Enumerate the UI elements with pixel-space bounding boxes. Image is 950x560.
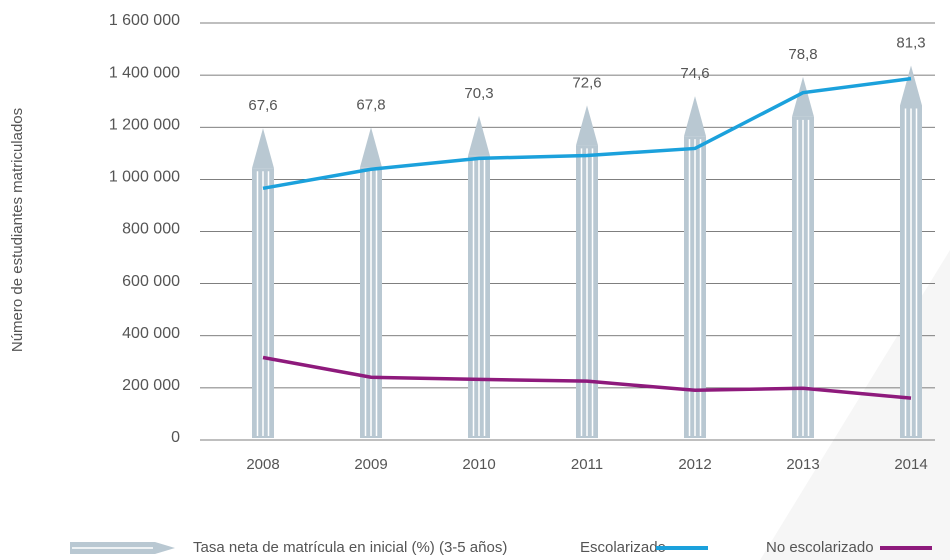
line-series (262, 355, 912, 400)
pencil-tip (900, 65, 922, 106)
legend-pencil-tip (155, 542, 175, 554)
x-tick-label: 2012 (678, 456, 711, 473)
value-label: 81,3 (896, 34, 925, 51)
legend-pencil (70, 542, 175, 554)
x-tick-label: 2009 (354, 456, 387, 473)
value-label: 72,6 (572, 74, 601, 91)
pencil-tip (468, 115, 490, 156)
y-tick-label: 1 200 000 (109, 116, 180, 133)
y-tick-label: 1 600 000 (109, 12, 180, 29)
y-tick-label: 1 000 000 (109, 169, 180, 186)
y-tick-label: 200 000 (122, 377, 180, 394)
value-label: 67,6 (248, 97, 277, 114)
pencil-tip (576, 105, 598, 146)
value-label: 70,3 (464, 85, 493, 102)
value-label: 74,6 (680, 65, 709, 82)
pencil-tip (360, 127, 382, 168)
value-label: 78,8 (788, 46, 817, 63)
x-tick-label: 2014 (894, 456, 927, 473)
value-label: 67,8 (356, 96, 385, 113)
legend-label: No escolarizado (766, 539, 874, 556)
y-tick-label: 400 000 (122, 325, 180, 342)
pencil-bar (252, 128, 274, 438)
pencil-bar (684, 96, 706, 438)
x-tick-label: 2011 (571, 456, 603, 473)
pencil-bar (792, 76, 814, 439)
y-tick-label: 800 000 (122, 221, 180, 238)
pencil-bar (360, 127, 382, 439)
y-tick-label: 1 400 000 (109, 64, 180, 81)
y-axis-label: Número de estudiantes matriculados (9, 108, 26, 352)
pencil-bar (900, 65, 922, 438)
pencil-bar (468, 115, 490, 438)
pencil-bar (576, 105, 598, 439)
x-tick-label: 2008 (246, 456, 279, 473)
legend-label: Tasa neta de matrícula en inicial (%) (3… (193, 539, 507, 556)
y-tick-label: 600 000 (122, 273, 180, 290)
line-series (262, 76, 912, 191)
legend-label: Escolarizado (580, 539, 666, 556)
pencil-tip (252, 128, 274, 169)
x-tick-label: 2010 (462, 456, 495, 473)
x-tick-label: 2013 (786, 456, 819, 473)
pencil-tip (684, 96, 706, 137)
pencil-tip (792, 76, 814, 117)
y-tick-label: 0 (171, 429, 180, 446)
